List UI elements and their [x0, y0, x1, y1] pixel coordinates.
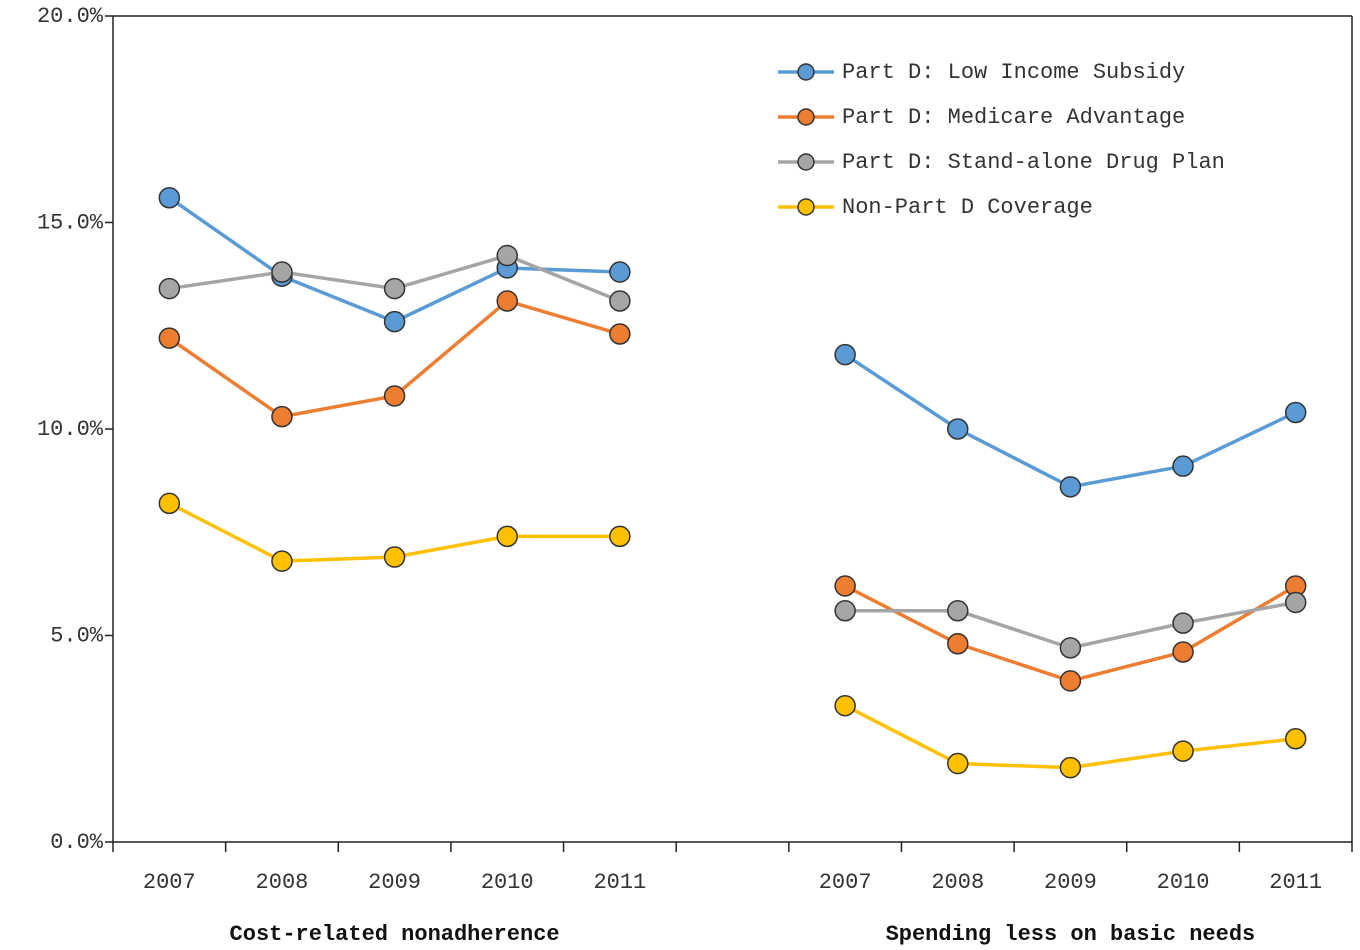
x-tick-label: 2007 — [819, 870, 872, 895]
data-point — [1284, 728, 1307, 750]
data-point — [383, 546, 406, 568]
legend-label: Part D: Low Income Subsidy — [842, 60, 1185, 85]
series-line — [169, 253, 1296, 650]
x-tick-label: 2011 — [1269, 870, 1322, 895]
data-point — [609, 525, 631, 548]
data-point — [609, 323, 631, 345]
x-tick-label: 2010 — [1157, 870, 1210, 895]
data-point — [383, 385, 406, 407]
data-point — [158, 492, 181, 515]
legend-label: Non-Part D Coverage — [842, 195, 1093, 220]
group-label: Cost-related nonadherence — [230, 922, 560, 947]
data-point — [1059, 670, 1082, 692]
y-tick-label: 10.0% — [37, 417, 104, 442]
data-point — [271, 550, 293, 572]
data-point — [496, 290, 518, 312]
legend-swatch-marker — [797, 198, 815, 216]
legend-label: Part D: Stand-alone Drug Plan — [842, 150, 1225, 175]
y-tick-label: 0.0% — [50, 830, 104, 855]
y-tick-label: 5.0% — [50, 623, 104, 648]
x-tick-label: 2008 — [931, 870, 984, 895]
data-point — [158, 277, 181, 300]
data-point — [1172, 455, 1194, 477]
legend-swatch-marker — [797, 153, 815, 171]
x-tick-label: 2011 — [593, 870, 646, 895]
data-point — [1172, 740, 1194, 762]
data-point — [834, 343, 856, 366]
data-point — [1059, 637, 1082, 659]
data-point — [383, 277, 406, 300]
data-point — [1172, 641, 1194, 663]
data-point — [947, 418, 969, 440]
x-tick-label: 2009 — [1044, 870, 1097, 895]
y-tick-label: 15.0% — [37, 210, 104, 235]
data-point — [1284, 401, 1307, 424]
data-point — [834, 694, 856, 717]
data-point — [496, 244, 518, 267]
data-point — [609, 290, 631, 312]
data-point — [1284, 591, 1307, 614]
legend-label: Part D: Medicare Advantage — [842, 105, 1185, 130]
data-point — [271, 405, 293, 428]
x-tick-label: 2008 — [256, 870, 309, 895]
data-point — [271, 261, 293, 283]
legend-swatch-marker — [797, 63, 815, 81]
y-tick-label: 20.0% — [37, 4, 104, 29]
x-tick-label: 2010 — [481, 870, 534, 895]
series-line — [168, 299, 1297, 683]
x-tick-label: 2009 — [368, 870, 421, 895]
series-line — [168, 196, 1297, 489]
group-label: Spending less on basic needs — [886, 922, 1256, 947]
data-point — [1059, 756, 1082, 779]
data-point — [609, 261, 631, 283]
data-point — [947, 752, 969, 775]
data-point — [1059, 476, 1082, 498]
data-point — [158, 327, 181, 349]
x-tick-label: 2007 — [143, 870, 196, 895]
data-point — [496, 525, 518, 548]
data-point — [383, 310, 406, 333]
legend-swatch-marker — [797, 108, 815, 126]
data-point — [947, 599, 969, 622]
data-point — [834, 599, 856, 622]
data-point — [1172, 612, 1194, 634]
data-point — [834, 575, 856, 597]
data-point — [947, 633, 969, 655]
data-point — [158, 186, 181, 209]
